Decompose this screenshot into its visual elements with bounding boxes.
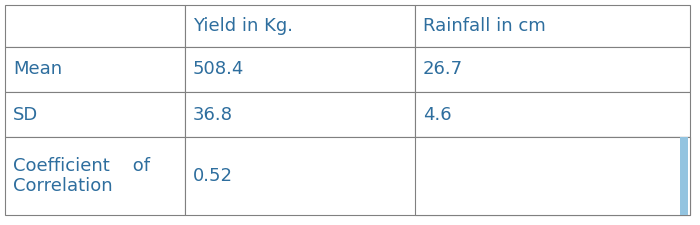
Bar	[185, 47, 415, 92]
Bar	[680, 137, 688, 215]
Bar	[415, 47, 690, 92]
Text: Coefficient    of
Correlation: Coefficient of Correlation	[13, 157, 150, 195]
Bar	[415, 137, 690, 215]
Bar	[5, 5, 185, 47]
Text: Mean: Mean	[13, 61, 62, 79]
Text: 26.7: 26.7	[423, 61, 463, 79]
Text: 0.52: 0.52	[193, 167, 233, 185]
Text: 4.6: 4.6	[423, 106, 452, 124]
Text: Rainfall in cm: Rainfall in cm	[423, 17, 546, 35]
Bar	[185, 5, 415, 47]
Bar	[5, 92, 185, 137]
Text: 36.8: 36.8	[193, 106, 233, 124]
Text: 508.4: 508.4	[193, 61, 244, 79]
Bar	[185, 137, 690, 215]
Bar	[415, 92, 690, 137]
Bar	[415, 5, 690, 47]
Text: Yield in Kg.: Yield in Kg.	[193, 17, 293, 35]
Text: SD: SD	[13, 106, 38, 124]
Bar	[5, 137, 185, 215]
Bar	[5, 47, 185, 92]
Bar	[185, 92, 415, 137]
